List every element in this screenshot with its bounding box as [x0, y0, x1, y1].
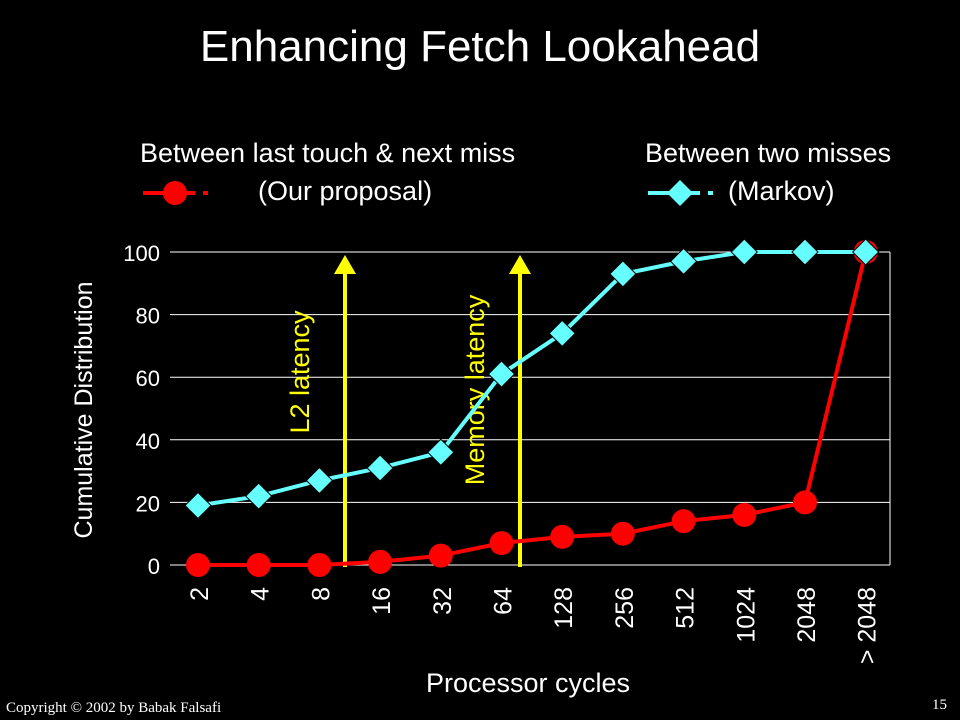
page-number: 15 [932, 697, 947, 713]
y-tick-label: 40 [136, 429, 160, 454]
data-point-red-circle [610, 521, 635, 546]
legend-series1-marker [163, 181, 187, 205]
latency-label: Memory latency [460, 294, 490, 485]
latency-arrowhead [334, 255, 356, 274]
x-tick-label: 8 [307, 587, 335, 601]
x-tick-label: 64 [490, 587, 518, 615]
legend-series2-line2: (Markov) [728, 176, 835, 206]
slide-title: Enhancing Fetch Lookahead [199, 22, 761, 71]
data-point-red-circle [428, 543, 453, 568]
data-point-cyan-diamond [730, 238, 759, 266]
y-tick-label: 60 [136, 366, 160, 391]
x-tick-label: 32 [429, 587, 457, 615]
data-point-red-circle [489, 531, 514, 556]
data-point-cyan-diamond [669, 247, 698, 276]
x-tick-labels: 2 4 8 16 32 64 128 256 512 1024 2048 > 2048 [186, 587, 882, 664]
x-tick-label: 2048 [793, 587, 821, 643]
y-tick-label: 20 [136, 491, 160, 516]
x-tick-label: 16 [368, 587, 396, 615]
data-point-cyan-diamond [851, 238, 880, 266]
data-point-cyan-diamond [184, 491, 212, 520]
x-tick-label: > 2048 [854, 587, 882, 664]
y-axis-label: Cumulative Distribution [70, 281, 98, 538]
grid-lines [170, 251, 891, 566]
legend-series1-line1: Between last touch & next miss [140, 138, 516, 168]
copyright-text: Copyright © 2002 by Babak Falsafi [6, 700, 222, 716]
data-point-cyan-diamond [427, 438, 455, 467]
legend-series1-line2: (Our proposal) [258, 176, 433, 206]
y-tick-label: 80 [136, 304, 160, 329]
legend-series2-line1: Between two misses [645, 138, 892, 168]
data-point-cyan-diamond [548, 319, 576, 348]
data-point-red-circle [732, 502, 757, 527]
x-tick-label: 128 [550, 587, 578, 629]
data-point-cyan-diamond [244, 482, 273, 510]
latency-label: L2 latency [285, 310, 315, 434]
x-tick-label: 512 [672, 587, 700, 629]
x-axis-label: Processor cycles [426, 668, 630, 698]
y-tick-label: 0 [148, 554, 160, 579]
data-point-red-circle [671, 509, 696, 534]
data-point-cyan-diamond [791, 238, 819, 266]
data-point-red-circle [186, 553, 210, 577]
data-point-cyan-diamond [305, 466, 334, 495]
y-tick-labels: 0 20 40 60 80 100 [123, 241, 160, 579]
data-point-red-circle [793, 490, 817, 515]
data-point-red-circle [550, 524, 575, 549]
y-tick-label: 100 [123, 241, 160, 266]
data-point-cyan-diamond [366, 454, 394, 482]
data-point-cyan-diamond [487, 360, 516, 388]
x-tick-label: 4 [247, 587, 275, 601]
series-lines [184, 238, 880, 577]
latency-arrowhead [509, 255, 531, 274]
x-tick-label: 1024 [732, 587, 760, 643]
data-point-red-circle [246, 553, 271, 577]
data-point-cyan-diamond [609, 260, 637, 288]
latency-markers: L2 latency Memory latency [285, 255, 531, 567]
x-tick-label: 2 [186, 587, 214, 601]
legend-marks [143, 180, 713, 206]
legend-series2-marker [667, 180, 693, 206]
x-tick-label: 256 [611, 587, 639, 629]
data-point-red-circle [368, 549, 393, 574]
data-point-red-circle [307, 553, 332, 577]
